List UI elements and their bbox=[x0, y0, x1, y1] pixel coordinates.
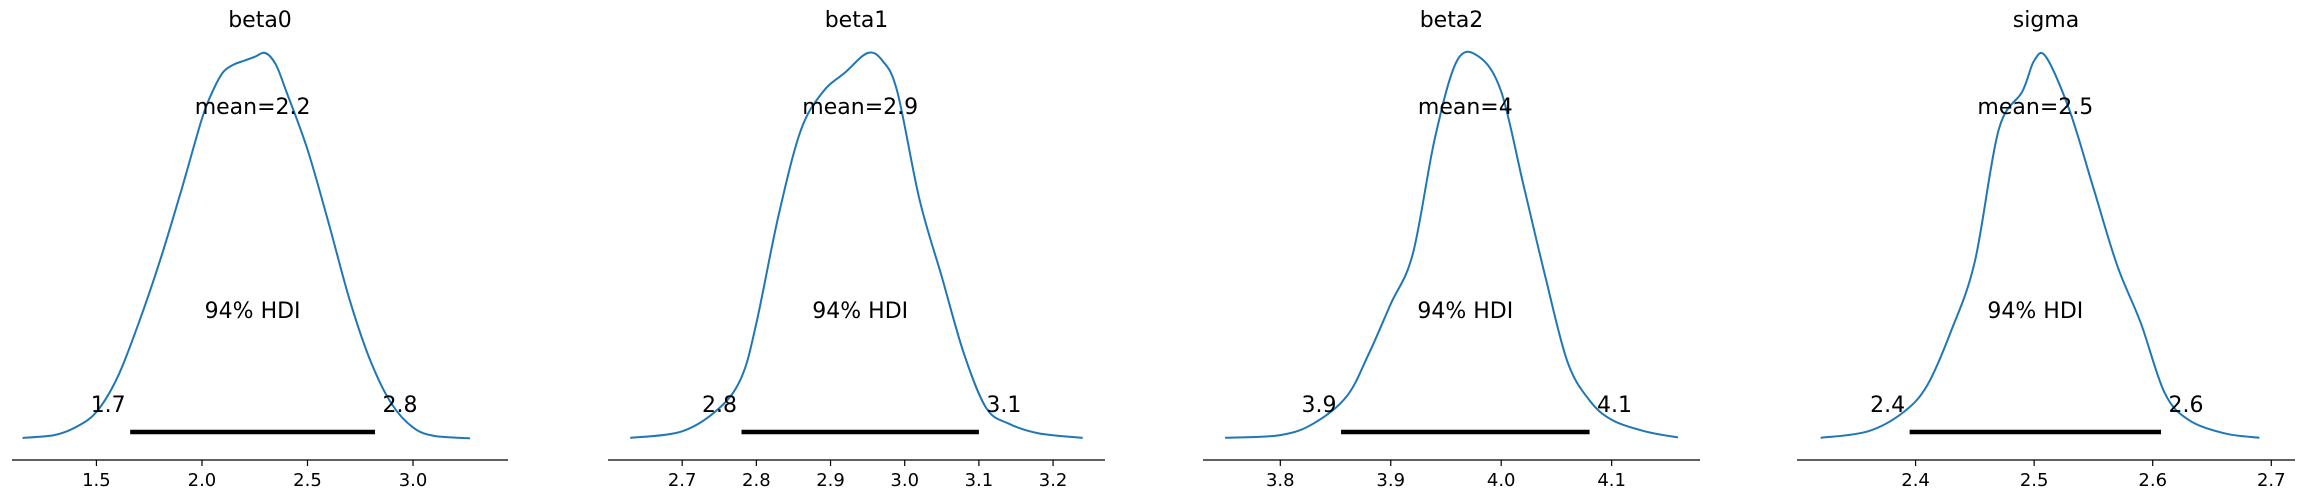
panel-beta0: 1.5 2.0 2.5 3.0 beta0 mean=2.2 94% HDI 1.7 2.8 bbox=[12, 8, 508, 491]
density-curve bbox=[1820, 51, 2260, 439]
x-tick-label: 2.5 bbox=[293, 470, 322, 491]
x-tick-label: 3.9 bbox=[1376, 470, 1405, 491]
x-tick-label: 2.8 bbox=[742, 470, 771, 491]
panel-title: beta2 bbox=[1420, 8, 1484, 33]
hdi-low-label: 2.4 bbox=[1870, 393, 1905, 418]
x-tick-label: 2.7 bbox=[668, 470, 697, 491]
density-curve bbox=[1225, 50, 1679, 439]
x-tick-label: 2.7 bbox=[2257, 470, 2286, 491]
hdi-high-label: 2.8 bbox=[383, 393, 418, 418]
mean-label: mean=2.2 bbox=[195, 95, 311, 120]
hdi-high-label: 3.1 bbox=[986, 393, 1021, 418]
hdi-label: 94% HDI bbox=[1417, 299, 1513, 324]
mean-label: mean=2.9 bbox=[802, 95, 918, 120]
x-tick-label: 3.8 bbox=[1266, 470, 1295, 491]
x-tick-label: 3.2 bbox=[1039, 470, 1068, 491]
hdi-label: 94% HDI bbox=[812, 299, 908, 324]
panel-sigma: 2.4 2.5 2.6 2.7 sigma mean=2.5 94% HDI 2.4 2.6 bbox=[1797, 8, 2295, 491]
panel-beta1: 2.7 2.8 2.9 3.0 3.1 3.2 beta1 mean=2.9 94% HDI 2.… bbox=[608, 8, 1105, 491]
x-tick-label: 4.0 bbox=[1487, 470, 1516, 491]
x-tick-label: 3.1 bbox=[965, 470, 994, 491]
hdi-low-label: 1.7 bbox=[91, 393, 126, 418]
density-curve bbox=[22, 51, 471, 440]
hdi-high-label: 2.6 bbox=[2169, 393, 2204, 418]
panel-title: beta1 bbox=[825, 8, 889, 33]
mean-label: mean=4 bbox=[1418, 95, 1513, 120]
hdi-high-label: 4.1 bbox=[1597, 393, 1632, 418]
panel-beta2: 3.8 3.9 4.0 4.1 beta2 mean=4 94% HDI 3.9 4.1 bbox=[1203, 8, 1700, 491]
hdi-low-label: 2.8 bbox=[702, 393, 737, 418]
hdi-label: 94% HDI bbox=[205, 299, 301, 324]
x-tick-label: 2.4 bbox=[1901, 470, 1930, 491]
hdi-label: 94% HDI bbox=[1987, 299, 2083, 324]
panel-title: sigma bbox=[2013, 8, 2079, 33]
x-tick-label: 2.9 bbox=[816, 470, 845, 491]
density-curve bbox=[630, 51, 1083, 439]
panel-title: beta0 bbox=[228, 8, 292, 33]
x-tick-label: 2.0 bbox=[188, 470, 217, 491]
x-tick-label: 1.5 bbox=[82, 470, 111, 491]
hdi-low-label: 3.9 bbox=[1302, 393, 1337, 418]
mean-label: mean=2.5 bbox=[1977, 95, 2093, 120]
x-tick-label: 3.0 bbox=[890, 470, 919, 491]
x-tick-label: 2.6 bbox=[2138, 470, 2167, 491]
x-tick-label: 3.0 bbox=[399, 470, 428, 491]
x-tick-label: 2.5 bbox=[2020, 470, 2049, 491]
x-tick-label: 4.1 bbox=[1597, 470, 1626, 491]
